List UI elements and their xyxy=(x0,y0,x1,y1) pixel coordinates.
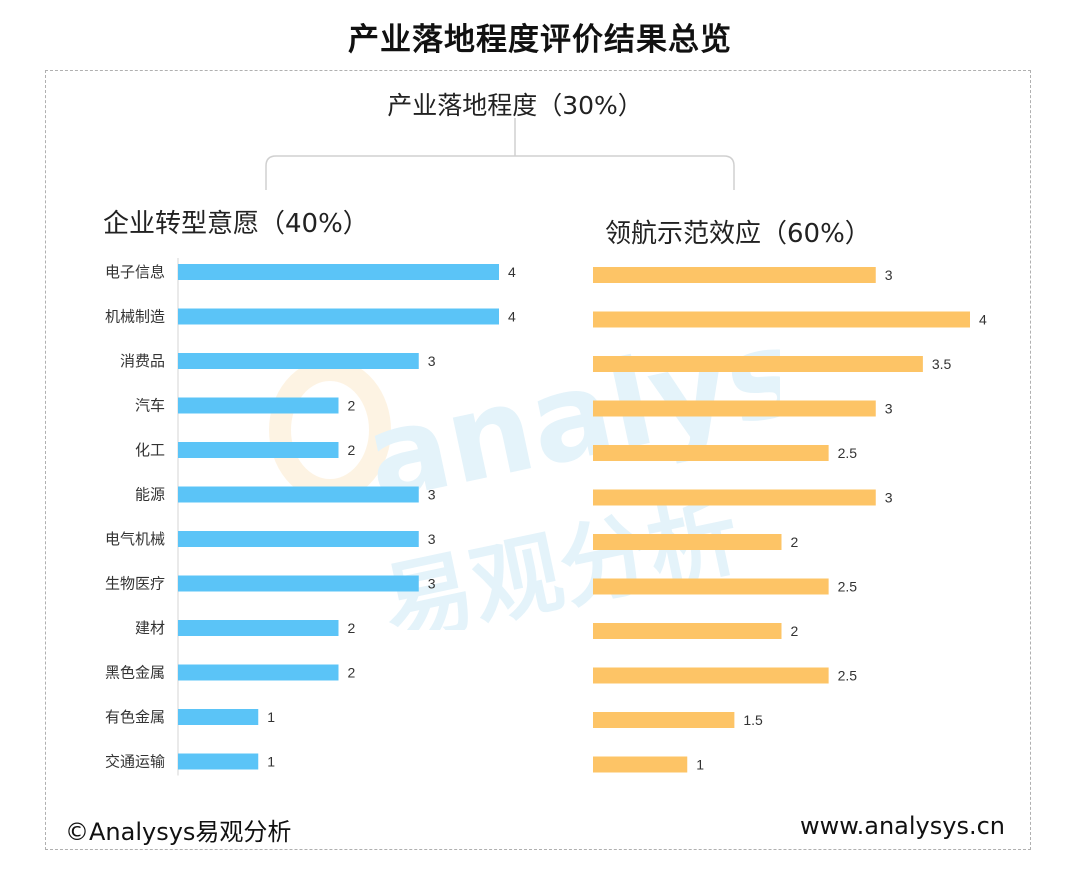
left-bar-7 xyxy=(178,531,419,547)
left-category-label-11: 有色金属 xyxy=(105,708,165,726)
left-bar-2 xyxy=(178,308,499,325)
left-category-label-10: 黑色金属 xyxy=(105,664,165,682)
left-bar-9 xyxy=(178,620,339,636)
left-category-label-5: 化工 xyxy=(135,441,165,459)
right-value-label-5: 2.5 xyxy=(838,445,858,461)
right-value-label-3: 3.5 xyxy=(932,356,952,372)
left-category-label-12: 交通运输 xyxy=(105,753,165,771)
right-bar-10 xyxy=(593,667,829,684)
left-value-label-7: 3 xyxy=(428,531,436,547)
right-value-label-11: 1.5 xyxy=(743,712,763,728)
left-value-label-3: 3 xyxy=(428,353,436,369)
left-value-label-6: 3 xyxy=(428,487,436,503)
right-chart-title: 领航示范效应（60%） xyxy=(605,219,871,249)
left-bar-4 xyxy=(178,397,339,414)
right-bar-3 xyxy=(593,356,923,372)
left-category-label-4: 汽车 xyxy=(135,397,165,415)
left-value-label-8: 3 xyxy=(428,576,436,592)
copyright-text: ©Analysys易观分析 xyxy=(65,818,292,846)
left-bar-3 xyxy=(178,353,419,369)
right-bar-2 xyxy=(593,311,970,328)
right-value-label-6: 3 xyxy=(885,490,893,506)
left-category-label-9: 建材 xyxy=(135,619,165,637)
right-value-label-2: 4 xyxy=(979,312,987,328)
right-bar-4 xyxy=(593,400,876,417)
connector-bracket xyxy=(265,155,735,190)
left-value-label-5: 2 xyxy=(348,442,356,458)
left-category-label-3: 消费品 xyxy=(120,352,165,370)
left-category-label-2: 机械制造 xyxy=(105,308,165,326)
left-chart-title: 企业转型意愿（40%） xyxy=(103,209,369,239)
right-value-label-7: 2 xyxy=(791,534,799,550)
right-bar-7 xyxy=(593,534,782,550)
right-value-label-8: 2.5 xyxy=(838,579,858,595)
right-bar-5 xyxy=(593,445,829,461)
right-bar-1 xyxy=(593,267,876,283)
left-value-label-10: 2 xyxy=(348,665,356,681)
right-bar-6 xyxy=(593,489,876,506)
left-value-label-1: 4 xyxy=(508,264,516,280)
dashed-frame xyxy=(45,70,1031,850)
left-category-label-8: 生物医疗 xyxy=(105,575,165,593)
website-url: www.analysys.cn xyxy=(799,812,1005,840)
left-category-label-6: 能源 xyxy=(135,486,165,504)
right-value-label-12: 1 xyxy=(696,757,704,773)
left-category-label-7: 电气机械 xyxy=(105,530,165,548)
left-bar-8 xyxy=(178,575,419,592)
left-value-label-2: 4 xyxy=(508,309,516,325)
root-node-label: 产业落地程度（30%） xyxy=(387,91,643,120)
left-bar-12 xyxy=(178,753,259,770)
left-bar-5 xyxy=(178,442,339,458)
left-bar-11 xyxy=(178,709,259,725)
left-value-label-4: 2 xyxy=(348,398,356,414)
left-value-label-12: 1 xyxy=(267,754,275,770)
chart-title: 产业落地程度评价结果总览 xyxy=(348,22,732,58)
right-bar-9 xyxy=(593,623,782,639)
left-category-label-1: 电子信息 xyxy=(105,263,165,281)
right-value-label-9: 2 xyxy=(791,623,799,639)
right-bar-12 xyxy=(593,756,688,773)
right-bar-11 xyxy=(593,712,735,728)
right-value-label-4: 3 xyxy=(885,401,893,417)
right-bar-8 xyxy=(593,578,829,595)
right-value-label-1: 3 xyxy=(885,267,893,283)
left-bar-6 xyxy=(178,486,419,503)
left-bar-1 xyxy=(178,264,499,280)
right-value-label-10: 2.5 xyxy=(838,668,858,684)
left-bar-10 xyxy=(178,664,339,681)
left-value-label-9: 2 xyxy=(348,620,356,636)
left-value-label-11: 1 xyxy=(267,709,275,725)
